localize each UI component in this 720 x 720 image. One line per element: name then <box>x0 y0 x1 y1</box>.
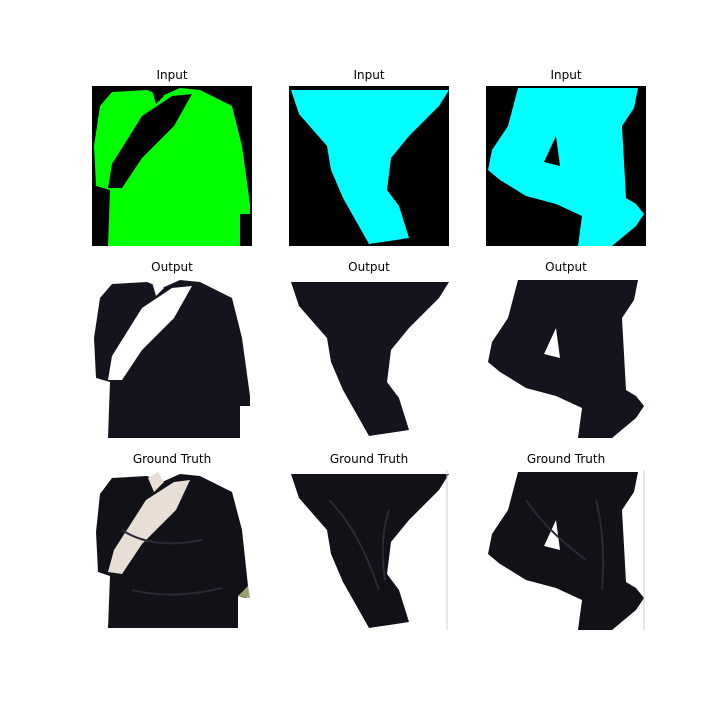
ground-truth-shirt-photo <box>92 470 252 630</box>
panel-title: Output <box>545 260 587 274</box>
output-trousers-image <box>289 278 449 438</box>
input-trousers-bent-mask-image <box>486 86 646 246</box>
output-trousers-bent-image <box>486 278 646 438</box>
ground-truth-trousers-bent-photo <box>486 470 646 630</box>
ground-truth-trousers-photo <box>289 470 449 630</box>
panel-title: Output <box>151 260 193 274</box>
input-trousers-mask-image <box>289 86 449 246</box>
panel-title: Ground Truth <box>132 452 212 466</box>
output-shirt-image <box>92 278 252 438</box>
panel-title: Input <box>156 68 188 82</box>
panel-title: Output <box>348 260 390 274</box>
input-shirt-mask-image <box>92 86 252 246</box>
panel-title: Ground Truth <box>526 452 606 466</box>
panel-title: Ground Truth <box>329 452 409 466</box>
panel-title: Input <box>353 68 385 82</box>
panel-title: Input <box>550 68 582 82</box>
